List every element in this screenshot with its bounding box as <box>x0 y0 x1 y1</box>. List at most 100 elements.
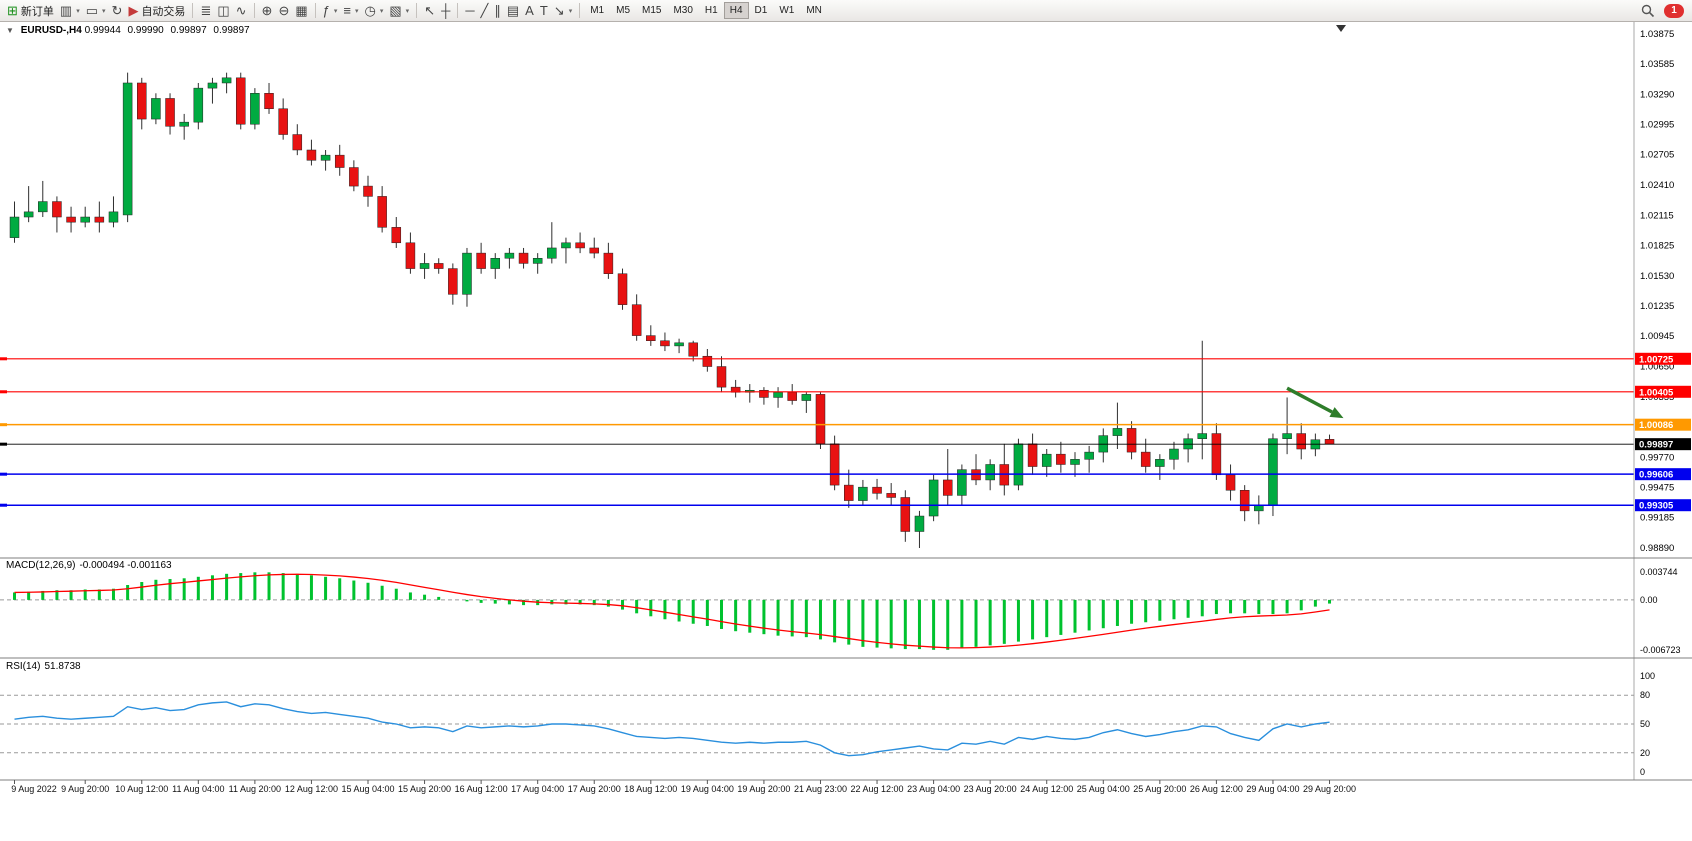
tile-windows-button[interactable]: ▦ <box>292 1 310 21</box>
time-axis-label: 29 Aug 20:00 <box>1303 784 1356 794</box>
profiles-icon: ▭ <box>85 3 99 18</box>
template-icon: ▧ <box>389 3 402 18</box>
candle <box>589 247 599 254</box>
candle <box>829 443 840 486</box>
label-button[interactable]: T <box>537 1 551 21</box>
candle <box>957 469 967 496</box>
candle <box>264 93 274 110</box>
toolbar-separator <box>579 3 581 18</box>
timeframe-m1-button[interactable]: M1 <box>590 5 605 16</box>
candle <box>23 211 34 218</box>
macd-title: MACD(12,26,9) <box>6 560 76 571</box>
candle <box>1197 433 1208 439</box>
candle <box>773 392 783 398</box>
channel-button[interactable]: ∥ <box>491 1 504 21</box>
horizontal-line-button[interactable]: ─ <box>462 1 477 21</box>
line-chart-button[interactable]: ∿ <box>233 1 250 21</box>
refresh-icon: ↻ <box>111 3 123 18</box>
toolbar-separator <box>416 3 418 18</box>
chart-window-icon: ▥ <box>59 3 73 18</box>
close-value: 0.99897 <box>213 25 250 36</box>
candle <box>363 185 373 197</box>
macd-signal-line <box>14 573 1330 649</box>
sell-arrow[interactable] <box>1286 386 1333 414</box>
refresh-button[interactable]: ↻ <box>109 1 126 21</box>
new-order-button[interactable]: ⊞ 新订单 <box>4 1 57 21</box>
toolbar-separator <box>457 3 459 18</box>
template-button[interactable]: ▧ ▾ <box>386 1 412 21</box>
tile-windows-icon: ▦ <box>295 3 308 18</box>
autotrade-play-icon: ▶ <box>128 3 139 18</box>
timeframe-h1-button[interactable]: H1 <box>704 5 718 16</box>
zoom-out-button[interactable]: ⊖ <box>275 1 292 21</box>
candle <box>165 98 175 127</box>
candle <box>928 479 939 517</box>
rsi-indicator-label: RSI(14) 51.8738 <box>6 661 85 672</box>
chevron-down-icon: ▾ <box>333 7 338 15</box>
candle <box>815 394 826 445</box>
chart-canvas[interactable]: 1.03875 1.03585 1.03290 1.02995 1.02705 1.024… <box>0 22 1692 841</box>
timeframe-mn-button[interactable]: MN <box>806 5 822 16</box>
chart-ohlc-header: ▼ EURUSD-,H4 0.99944 0.99990 0.99897 0.9… <box>6 25 254 36</box>
bar-chart-button[interactable]: ≣ <box>197 1 214 21</box>
price-axis-label: 1.02995 <box>1640 120 1674 131</box>
timeframe-m5-button[interactable]: M5 <box>616 5 631 16</box>
autotrade-button[interactable]: ▶ 自动交易 <box>125 1 188 21</box>
arrow-object-icon: ↘ <box>553 3 565 18</box>
timeframe-h4-button[interactable]: H4 <box>723 2 749 19</box>
candle <box>1140 451 1151 467</box>
new-chart-button[interactable]: ▥ ▾ <box>57 1 83 21</box>
search-icon <box>1641 4 1655 17</box>
profiles-button[interactable]: ▭ ▾ <box>83 1 109 21</box>
new-order-icon: ⊞ <box>7 3 18 18</box>
candle <box>1211 433 1222 476</box>
chart-shift-marker[interactable] <box>1336 25 1346 32</box>
objects-list-button[interactable]: ≡ ▾ <box>340 1 361 21</box>
candle <box>674 342 684 347</box>
candle <box>858 486 868 501</box>
time-axis-label: 17 Aug 20:00 <box>568 784 621 794</box>
one-click-trading-toggle[interactable]: ▼ <box>6 26 14 35</box>
candle <box>1239 490 1250 512</box>
current-price-line-edge-tick <box>0 442 7 446</box>
candle <box>900 497 911 532</box>
trendline-button[interactable]: ╱ <box>478 1 492 21</box>
timeframe-d1-button[interactable]: D1 <box>754 5 768 16</box>
text-button[interactable]: A <box>522 1 537 21</box>
objects-list-icon: ≡ <box>343 3 351 18</box>
clock-icon: ◷ <box>364 3 376 18</box>
chevron-down-icon: ▾ <box>102 7 106 15</box>
timeframe-m30-button[interactable]: M30 <box>673 5 693 16</box>
candle <box>137 82 147 120</box>
indicators-button[interactable]: ƒ ▾ <box>320 1 341 21</box>
notification-badge[interactable]: 1 <box>1664 3 1684 18</box>
candle <box>872 486 882 494</box>
sell-arrow-head[interactable] <box>1329 407 1344 419</box>
candlestick-button[interactable]: ◫ <box>214 1 232 21</box>
cursor-button[interactable]: ↖ <box>421 1 438 21</box>
candle <box>1296 433 1306 450</box>
zoom-in-button[interactable]: ⊕ <box>259 1 276 21</box>
fibonacci-button[interactable]: ▤ <box>504 1 522 21</box>
chart-area[interactable]: ▼ EURUSD-,H4 0.99944 0.99990 0.99897 0.9… <box>0 22 1692 841</box>
candle <box>292 134 303 151</box>
candle <box>504 252 515 259</box>
candle <box>759 389 769 398</box>
arrows-button[interactable]: ↘ ▾ <box>551 1 575 21</box>
candle <box>151 98 161 120</box>
time-axis-label: 9 Aug 20:00 <box>61 784 109 794</box>
candle <box>518 252 529 264</box>
rsi-axis-label: 0 <box>1640 767 1645 777</box>
candle <box>391 227 402 244</box>
candle <box>377 196 387 228</box>
timeframe-m15-button[interactable]: M15 <box>642 5 662 16</box>
candle <box>9 216 20 238</box>
time-axis-label: 23 Aug 20:00 <box>964 784 1017 794</box>
period-button[interactable]: ◷ ▾ <box>362 1 387 21</box>
search-button[interactable] <box>1638 1 1658 21</box>
candle <box>985 464 995 481</box>
trendline-icon: ╱ <box>480 3 489 18</box>
timeframe-w1-button[interactable]: W1 <box>779 5 795 16</box>
crosshair-button[interactable]: ┼ <box>438 1 453 21</box>
resistance-line-1-edge-tick <box>0 357 7 361</box>
